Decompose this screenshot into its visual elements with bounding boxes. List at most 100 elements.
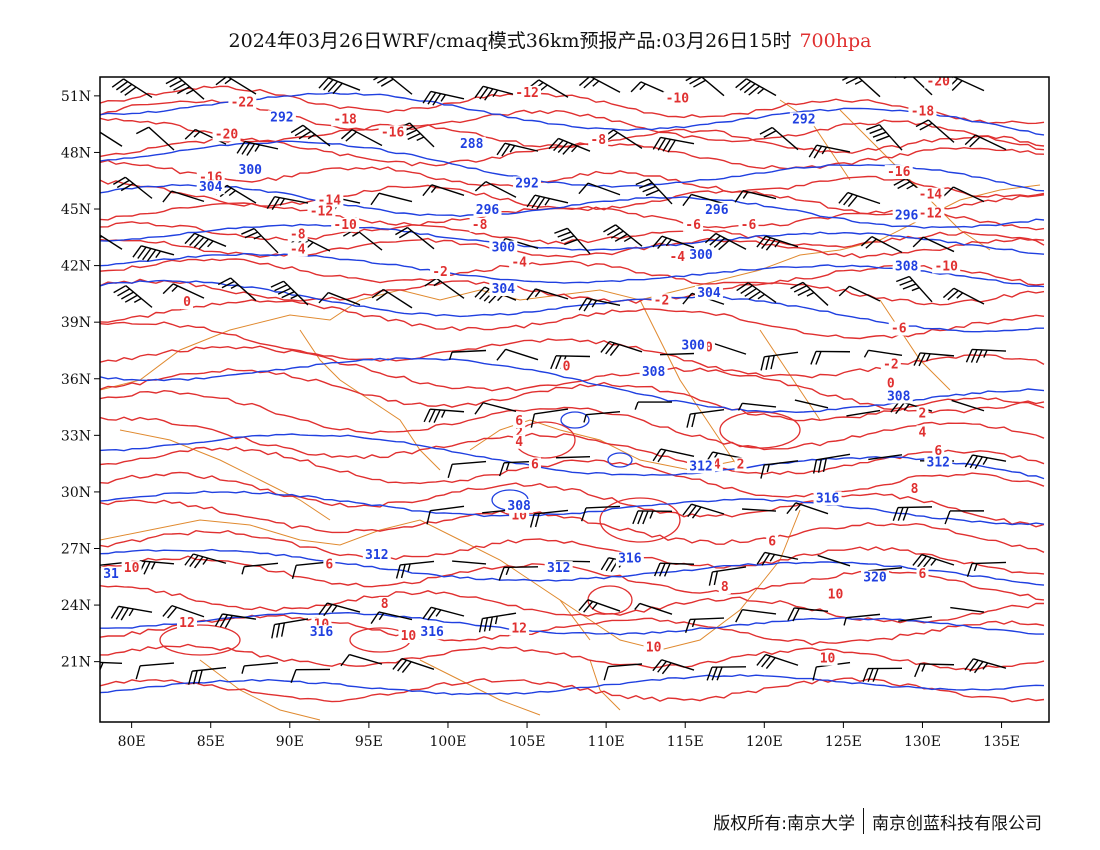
wind-barb xyxy=(113,285,153,308)
geopotential-height-contour xyxy=(100,223,1045,255)
temperature-label: -12 xyxy=(310,205,333,220)
wind-barb xyxy=(217,277,257,302)
wind-barb xyxy=(735,609,777,623)
wind-barb xyxy=(756,551,799,566)
wind-barb xyxy=(555,455,591,459)
temperature-label: -10 xyxy=(934,259,958,274)
height-label: 308 xyxy=(507,499,531,514)
height-label-bg xyxy=(892,208,921,223)
temperature-label: 10 xyxy=(820,652,836,667)
wind-barb xyxy=(866,124,903,151)
boundary-line xyxy=(839,109,991,251)
height-label: 300 xyxy=(492,241,516,256)
temperature-label-bg xyxy=(323,557,336,572)
temperature-isotherm xyxy=(100,137,1045,170)
temperature-label: -8 xyxy=(590,133,606,148)
temperature-isotherm xyxy=(100,159,1045,198)
temperature-label-bg xyxy=(307,204,336,219)
temperature-label: 6 xyxy=(531,457,539,472)
temperature-label-bg xyxy=(287,242,308,257)
temperature-label: -2 xyxy=(432,265,448,280)
wind-barb xyxy=(371,288,413,309)
temperature-label-bg xyxy=(738,217,759,232)
lon-tick-label: 120E xyxy=(746,734,783,750)
wind-barb xyxy=(184,128,227,145)
temperature-label: -8 xyxy=(290,227,306,242)
height-label: 300 xyxy=(681,339,705,354)
wind-barb xyxy=(395,226,435,250)
wind-barb xyxy=(578,182,621,196)
wind-barb xyxy=(634,401,673,410)
lat-tick-label: 48N xyxy=(61,145,91,161)
wind-barb xyxy=(964,454,1007,470)
wind-barb xyxy=(734,189,777,203)
temperature-label-bg xyxy=(287,227,308,242)
temperature-label: -14 xyxy=(919,188,943,203)
lon-tick-label: 135E xyxy=(983,734,1020,750)
wind-barb xyxy=(808,144,851,159)
wind-barb xyxy=(652,659,695,675)
temperature-label-bg xyxy=(908,481,921,496)
temperature-label-bg xyxy=(176,615,197,630)
wind-barb xyxy=(652,235,695,250)
wind-barb xyxy=(266,196,309,210)
wind-barb xyxy=(370,192,413,206)
wind-barb xyxy=(892,506,933,521)
temperature-isotherm xyxy=(100,202,1045,231)
height-label: 316 xyxy=(310,625,334,640)
plot-frame xyxy=(99,76,1050,723)
wind-barb xyxy=(392,657,435,674)
wind-barb xyxy=(110,605,153,621)
temperature-label: -10 xyxy=(333,218,357,233)
temperature-label: 10 xyxy=(401,629,417,644)
geopotential-height-contour xyxy=(100,490,1045,526)
longitude-axis: 80E 85E 90E 95E 100E 105E 110E 115E 120E 125E 130E… xyxy=(118,722,1020,750)
height-label-bg xyxy=(236,163,265,178)
temperature-isotherm xyxy=(100,677,1045,703)
height-label: 31 xyxy=(103,567,119,582)
wind-barb xyxy=(290,668,331,684)
temperature-label: 0 xyxy=(705,340,713,355)
boundary-line xyxy=(419,659,541,716)
wind-barb xyxy=(162,604,205,619)
temperature-label-bg xyxy=(228,95,257,110)
temperature-label-bg xyxy=(916,566,929,581)
wind-barb xyxy=(395,560,435,579)
height-label-bg xyxy=(789,112,818,127)
temperature-label: 4 xyxy=(919,425,927,440)
boundary-line xyxy=(199,659,321,721)
height-label-bg xyxy=(362,547,391,562)
temperature-label-bg xyxy=(513,414,526,429)
wind-barb xyxy=(951,399,985,412)
wind-barbs xyxy=(100,77,1007,685)
boundary-line xyxy=(589,659,621,711)
wind-barb xyxy=(603,663,643,681)
temperature-label-bg xyxy=(663,91,692,106)
temperature-label: 0 xyxy=(563,359,571,374)
temperature-label: 6 xyxy=(919,567,927,582)
lon-tick-label: 85E xyxy=(197,734,225,750)
wind-barb xyxy=(708,566,747,586)
height-label-bg xyxy=(544,561,573,576)
map-title: 2024年03月26日WRF/cmaq模式36km预报产品:03月26日15时 7… xyxy=(0,26,1100,53)
wind-barb xyxy=(838,285,881,302)
wind-barb xyxy=(111,78,153,99)
temperature-label-bg xyxy=(560,359,573,374)
lat-tick-label: 33N xyxy=(61,428,91,444)
temperature-label-bg xyxy=(916,425,929,440)
wind-barb xyxy=(530,408,569,428)
lon-tick-label: 80E xyxy=(118,734,146,750)
wind-barb xyxy=(760,460,799,479)
height-label-bg xyxy=(513,176,542,191)
temperature-isotherm xyxy=(100,471,1045,528)
temperature-label: 6 xyxy=(325,557,333,572)
wind-barb xyxy=(448,349,487,360)
height-label-bg xyxy=(101,566,122,581)
height-label-bg xyxy=(457,136,486,151)
footer-divider xyxy=(863,808,864,834)
temperature-label: 8 xyxy=(911,482,919,497)
wind-barb xyxy=(422,184,465,197)
height-label-bg xyxy=(489,240,518,255)
wind-barb xyxy=(912,553,955,569)
